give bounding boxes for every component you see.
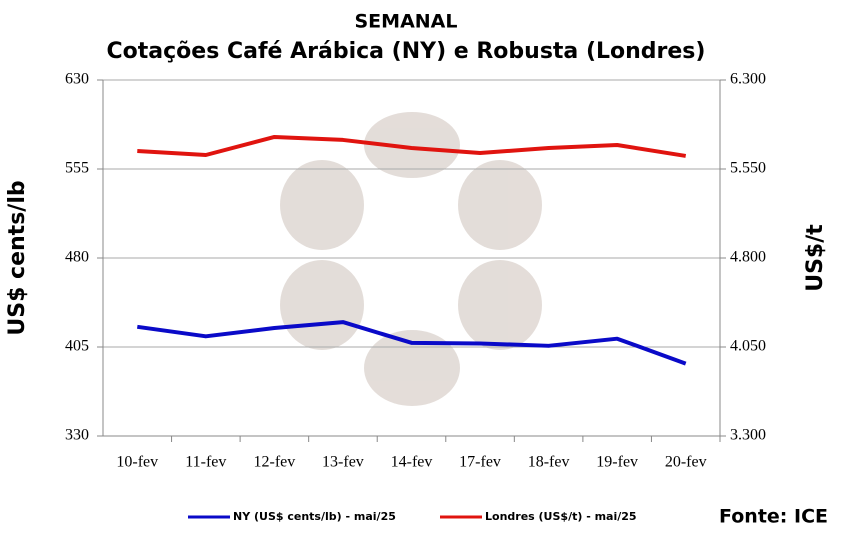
y-axis-label: US$ cents/lb — [5, 180, 30, 335]
legend-label: NY (US$ cents/lb) - mai/25 — [233, 510, 396, 523]
watermark — [280, 112, 542, 406]
x-tick-label: 10-fev — [116, 454, 158, 471]
y2-tick-label: 3.300 — [730, 427, 766, 444]
y2-tick-label: 4.800 — [730, 249, 766, 266]
x-tick-label: 13-fev — [322, 454, 364, 471]
x-tick-label: 14-fev — [391, 454, 433, 471]
y-tick-label: 330 — [65, 427, 89, 444]
y-tick-label: 405 — [65, 338, 89, 355]
y-tick-label: 480 — [65, 249, 89, 266]
y2-tick-label: 4.050 — [730, 338, 766, 355]
x-tick-label: 17-fev — [459, 454, 501, 471]
y-tick-label: 555 — [65, 160, 89, 177]
series-line — [137, 134, 687, 158]
y2-axis-label: US$/t — [803, 224, 828, 292]
chart-subtitle: Cotações Café Arábica (NY) e Robusta (Lo… — [107, 39, 706, 64]
y2-tick-label: 6.300 — [730, 71, 766, 88]
legend-label: Londres (US$/t) - mai/25 — [485, 510, 637, 523]
series-line — [137, 320, 687, 366]
x-tick-label: 18-fev — [528, 454, 570, 471]
y-tick-label: 630 — [65, 71, 89, 88]
x-tick-label: 20-fev — [665, 454, 707, 471]
x-tick-label: 19-fev — [596, 454, 638, 471]
source: Fonte: ICE — [719, 506, 828, 528]
y2-tick-label: 5.550 — [730, 160, 766, 177]
chart-title: SEMANAL — [355, 11, 458, 33]
x-tick-label: 12-fev — [254, 454, 296, 471]
x-tick-label: 11-fev — [185, 454, 226, 471]
